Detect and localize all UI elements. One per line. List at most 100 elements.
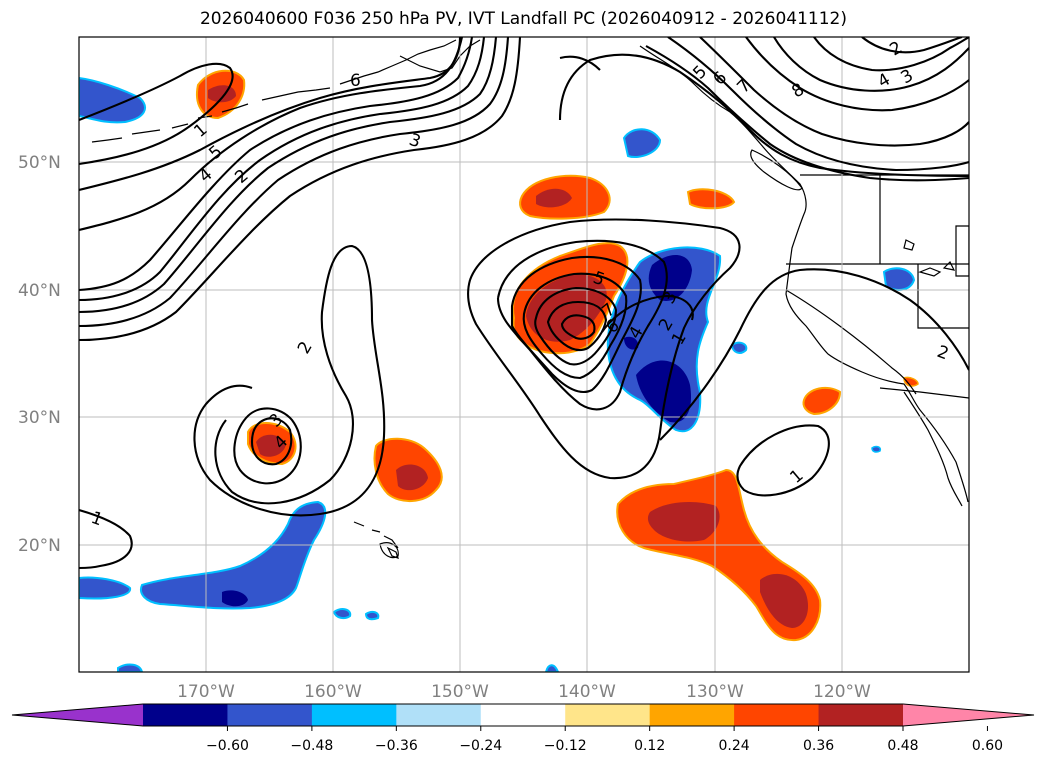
lat-axis-labels: 50°N 40°N 30°N 20°N [18,153,61,556]
pos-core [760,573,809,628]
baja-coast [903,391,963,507]
map-background [79,37,969,672]
colorbar-tick-label: −0.48 [290,738,333,754]
lon-label: 130°W [686,682,744,702]
gridlines [79,37,969,672]
pv-contour [546,300,608,352]
pv-contour [601,294,694,333]
colorbar-tick-label: 0.24 [719,738,750,754]
hawaii-big-island [379,542,399,559]
pos-region [903,376,919,387]
state-border [917,264,969,329]
pv-contour [861,37,963,54]
colorbar-outline [11,703,1035,727]
neg-core [648,254,692,301]
pv-contour [79,62,234,166]
pv-contour [699,37,969,147]
neg-region [117,663,144,672]
pv-contour [233,407,302,485]
vancouver-island [750,149,803,191]
mexico-border [879,387,969,399]
pv-contour [79,37,522,342]
state-border [955,225,969,277]
pv-contour [645,45,969,182]
pos-core [256,434,286,457]
state-border [785,289,917,395]
pv-contour [813,37,969,72]
colorbar-extend-min [12,704,143,726]
neg-core [222,590,248,607]
pv-contour [534,286,618,366]
pv-contour [558,53,969,178]
lon-label: 120°W [813,682,871,702]
colorbar-segment [734,704,820,726]
pos-core [536,188,572,208]
map-frame [78,36,970,673]
pv-contour [79,508,133,570]
pos-region [686,188,736,210]
coast-detail [903,239,956,277]
pv-contour [79,37,486,302]
negative-shading-regions [79,76,916,672]
pv-contour [79,37,464,232]
lat-label: 50°N [18,153,61,173]
contour-label: 6 [350,71,361,91]
colorbar-segment [565,704,651,726]
colorbar-segment [311,704,397,726]
pv-contour [773,37,969,92]
lon-axis-labels: 170°W 160°W 150°W 140°W 130°W 120°W [177,682,871,702]
neg-region [730,341,748,354]
pv-contour [79,37,498,314]
pos-region [802,386,842,416]
neg-region [364,610,380,621]
pv-contour [736,424,830,497]
colorbar-segment [649,704,735,726]
pv-contour [250,417,293,466]
chart-title: 2026040600 F036 250 hPa PV, IVT Landfall… [199,9,847,29]
colorbar-segment [818,704,904,726]
neg-region [79,576,131,600]
pv-contours [79,37,969,570]
pv-contour [79,37,510,328]
pv-contour [560,314,596,340]
colorbar-tick-label: 0.60 [972,738,1003,754]
neg-region [332,608,352,620]
pv-contour [659,268,969,441]
pv-contour [559,55,601,71]
pv-contour [79,37,474,292]
aleutian-islands [91,39,457,143]
lat-label: 20°N [18,536,61,556]
lat-label: 30°N [18,408,61,428]
colorbar-extend-max [903,704,1034,726]
pv-contour [522,272,628,380]
colorbar-segment [143,704,228,726]
colorbar: −0.60 −0.48 −0.36 −0.24 −0.12 0.12 0.24 0.36 0.4… [11,703,1035,754]
pv-contour [745,37,969,112]
lat-label: 40°N [18,281,61,301]
pv-contour [667,37,969,172]
colorbar-tick-label: 0.36 [803,738,834,754]
neg-core [624,336,639,350]
neg-region [622,128,662,158]
pv-contour [79,37,462,192]
hawaii-islands [353,521,399,559]
pv-contour [193,244,386,517]
colorbar-segment [480,704,566,726]
colorbar-tick-label: 0.12 [634,738,665,754]
colorbar-segment [396,704,482,726]
neg-region [79,76,146,124]
colorbar-tick-label: 0.48 [887,738,918,754]
pos-core [647,502,720,542]
neg-region [871,445,882,453]
neg-region [140,500,327,610]
pos-core [396,464,428,491]
pv-contour [466,218,741,480]
lon-label: 160°W [304,682,362,702]
colorbar-tick-label: −0.60 [206,738,249,754]
lon-label: 170°W [177,682,235,702]
lon-label: 140°W [558,682,616,702]
pv-contour [510,256,642,394]
lon-label: 150°W [431,682,489,702]
neg-core [636,360,692,423]
